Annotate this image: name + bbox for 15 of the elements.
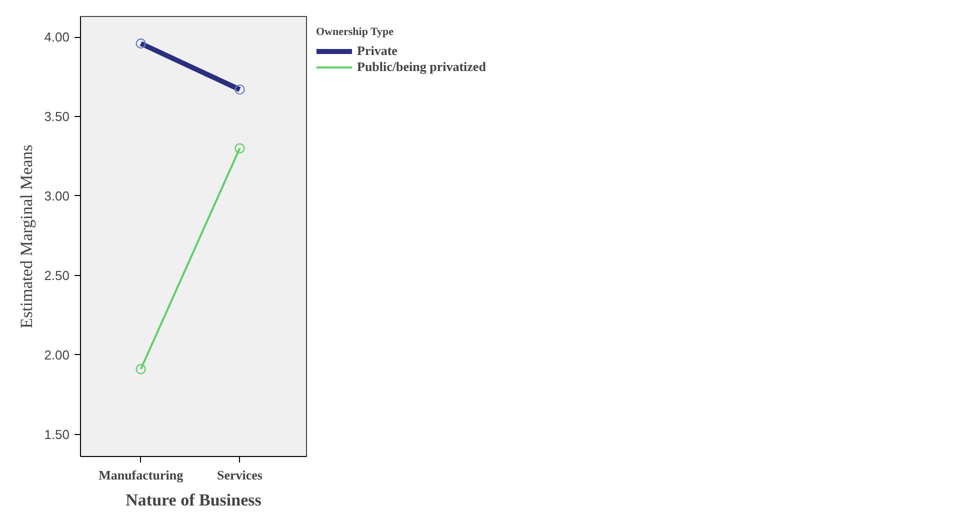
point <box>136 364 146 374</box>
point <box>234 143 245 154</box>
x-tick-label: Services <box>217 468 262 482</box>
x-axis-title: Nature of Business <box>126 490 262 510</box>
y-tick-label: 3.00 <box>44 188 70 204</box>
legend-title: Ownership Type <box>316 26 395 38</box>
legend-label: Private <box>357 43 398 59</box>
y-tick-label: 4.00 <box>44 30 70 45</box>
y-tick-label: 2.00 <box>44 347 70 362</box>
y-tick-label: 1.50 <box>44 426 70 442</box>
y-tick-label: 2.50 <box>44 268 70 283</box>
y-axis-title: Estimated Marginal Means <box>17 144 36 328</box>
legend-label: Public/being privatized <box>357 59 486 75</box>
y-tick-label: 3.50 <box>44 109 70 124</box>
x-tick-label: Manufacturing <box>98 468 184 482</box>
